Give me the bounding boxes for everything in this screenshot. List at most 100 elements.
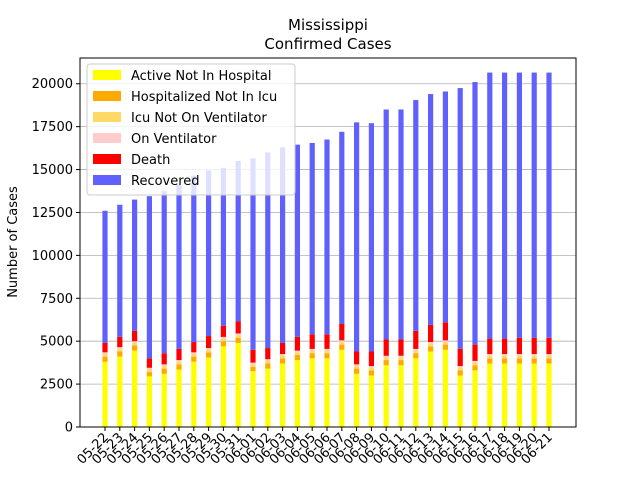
bar-segment-icu-not-on-ventilator — [398, 357, 404, 361]
bar-segment-recovered — [206, 170, 212, 337]
bar-segment-recovered — [220, 167, 226, 326]
bar-segment-recovered — [250, 158, 256, 350]
bar-segment-recovered — [383, 109, 389, 340]
bar-segment-death — [546, 337, 552, 355]
bar-segment-icu-not-on-ventilator — [531, 355, 537, 359]
bar-segment-on-ventilator — [472, 360, 478, 363]
bar-segment-icu-not-on-ventilator — [413, 350, 419, 354]
bar-segment-icu-not-on-ventilator — [354, 366, 360, 369]
bar-segment-icu-not-on-ventilator — [487, 355, 493, 359]
bar-segment-recovered — [161, 191, 167, 354]
bar-segment-death — [280, 342, 286, 355]
bar-segment-active-not-in-hospital — [546, 363, 552, 427]
bar-segment-death — [516, 337, 522, 355]
bar-segment-icu-not-on-ventilator — [132, 342, 138, 346]
bar-segment-hospitalized-not-in-icu — [265, 363, 271, 369]
legend-swatch — [93, 91, 121, 101]
bar-segment-active-not-in-hospital — [220, 346, 226, 427]
bar-segment-recovered — [117, 204, 123, 337]
bar-segment-hospitalized-not-in-icu — [442, 344, 448, 350]
bar-segment-active-not-in-hospital — [132, 350, 138, 427]
bar-segment-active-not-in-hospital — [339, 349, 345, 427]
legend-label: Hospitalized Not In Icu — [131, 90, 277, 105]
bar-segment-recovered — [324, 139, 330, 335]
bar-segment-hospitalized-not-in-icu — [546, 358, 552, 364]
bar-segment-active-not-in-hospital — [176, 369, 182, 427]
y-tick-label: 0 — [65, 421, 73, 436]
bar-segment-active-not-in-hospital — [309, 358, 315, 427]
bar-segment-death — [457, 348, 463, 367]
bar-segment-on-ventilator — [132, 341, 138, 343]
bar-segment-on-ventilator — [546, 354, 552, 356]
bar-segment-recovered — [102, 210, 108, 343]
bar-segment-death — [324, 334, 330, 349]
legend-label: On Ventilator — [131, 132, 217, 147]
bar-segment-on-ventilator — [161, 364, 167, 367]
bar-segment-hospitalized-not-in-icu — [176, 364, 182, 370]
bar-segment-recovered — [176, 185, 182, 349]
bar-segment-hospitalized-not-in-icu — [324, 353, 330, 359]
bar-segment-recovered — [487, 72, 493, 339]
legend-label: Death — [131, 153, 170, 168]
bar-segment-icu-not-on-ventilator — [102, 354, 108, 357]
bar-segment-death — [368, 351, 374, 367]
bar-segment-icu-not-on-ventilator — [161, 366, 167, 369]
bar-segment-death — [502, 338, 508, 355]
legend-label: Recovered — [131, 174, 200, 189]
bar-segment-recovered — [442, 91, 448, 323]
bar-segment-hospitalized-not-in-icu — [220, 341, 226, 347]
legend-swatch — [93, 154, 121, 164]
bar-segment-recovered — [398, 109, 404, 340]
bar-segment-on-ventilator — [220, 336, 226, 339]
bar-segment-recovered — [428, 94, 434, 325]
bar-segment-on-ventilator — [235, 333, 241, 336]
legend-swatch — [93, 112, 121, 122]
bar-segment-on-ventilator — [102, 352, 108, 355]
bar-segment-hospitalized-not-in-icu — [413, 353, 419, 359]
bar-segment-hospitalized-not-in-icu — [502, 358, 508, 364]
bar-segment-recovered — [294, 144, 300, 337]
bar-segment-on-ventilator — [280, 354, 286, 356]
y-axis: 0 2500 5000 7500 10000 12500 15000 17500 20000 — [32, 77, 80, 436]
bar-segment-hospitalized-not-in-icu — [487, 358, 493, 364]
legend-swatch — [93, 70, 121, 80]
bar-segment-icu-not-on-ventilator — [339, 342, 345, 345]
bar-segment-hospitalized-not-in-icu — [132, 345, 138, 351]
bar-segment-death — [191, 342, 197, 353]
bar-segment-on-ventilator — [487, 354, 493, 356]
bar-segment-death — [487, 338, 493, 355]
bar-segment-hospitalized-not-in-icu — [146, 372, 152, 377]
bar-segment-death — [472, 344, 478, 361]
bar-segment-icu-not-on-ventilator — [502, 355, 508, 359]
bar-segment-icu-not-on-ventilator — [472, 362, 478, 366]
bar-segment-icu-not-on-ventilator — [442, 342, 448, 345]
bar-segment-active-not-in-hospital — [294, 360, 300, 427]
bar-segment-on-ventilator — [176, 360, 182, 362]
y-axis-label: Number of Cases — [6, 186, 21, 298]
bar-segment-death — [354, 351, 360, 365]
bar-segment-on-ventilator — [339, 340, 345, 343]
bar-segment-recovered — [191, 175, 197, 343]
plot-frame — [79, 57, 577, 428]
bar-segment-active-not-in-hospital — [383, 365, 389, 427]
bar-segment-hospitalized-not-in-icu — [206, 352, 212, 358]
bar-segment-on-ventilator — [398, 355, 404, 358]
bar-segment-active-not-in-hospital — [457, 375, 463, 427]
bar-segment-active-not-in-hospital — [428, 351, 434, 427]
bar-segment-death — [161, 353, 167, 365]
bar-segment-icu-not-on-ventilator — [294, 352, 300, 355]
bar-segment-hospitalized-not-in-icu — [339, 344, 345, 350]
bar-segment-death — [146, 358, 152, 368]
bar-segment-active-not-in-hospital — [531, 363, 537, 427]
bar-segment-icu-not-on-ventilator — [117, 348, 123, 352]
bar-segment-icu-not-on-ventilator — [546, 355, 552, 359]
legend-label: Icu Not On Ventilator — [131, 111, 267, 126]
bar-segment-active-not-in-hospital — [487, 363, 493, 427]
bar-segment-hospitalized-not-in-icu — [117, 351, 123, 357]
y-tick-label: 12500 — [32, 206, 73, 221]
bar-segment-icu-not-on-ventilator — [324, 350, 330, 354]
bar-segment-hospitalized-not-in-icu — [368, 370, 374, 376]
bar-segment-active-not-in-hospital — [250, 371, 256, 427]
bar-segment-active-not-in-hospital — [102, 361, 108, 427]
